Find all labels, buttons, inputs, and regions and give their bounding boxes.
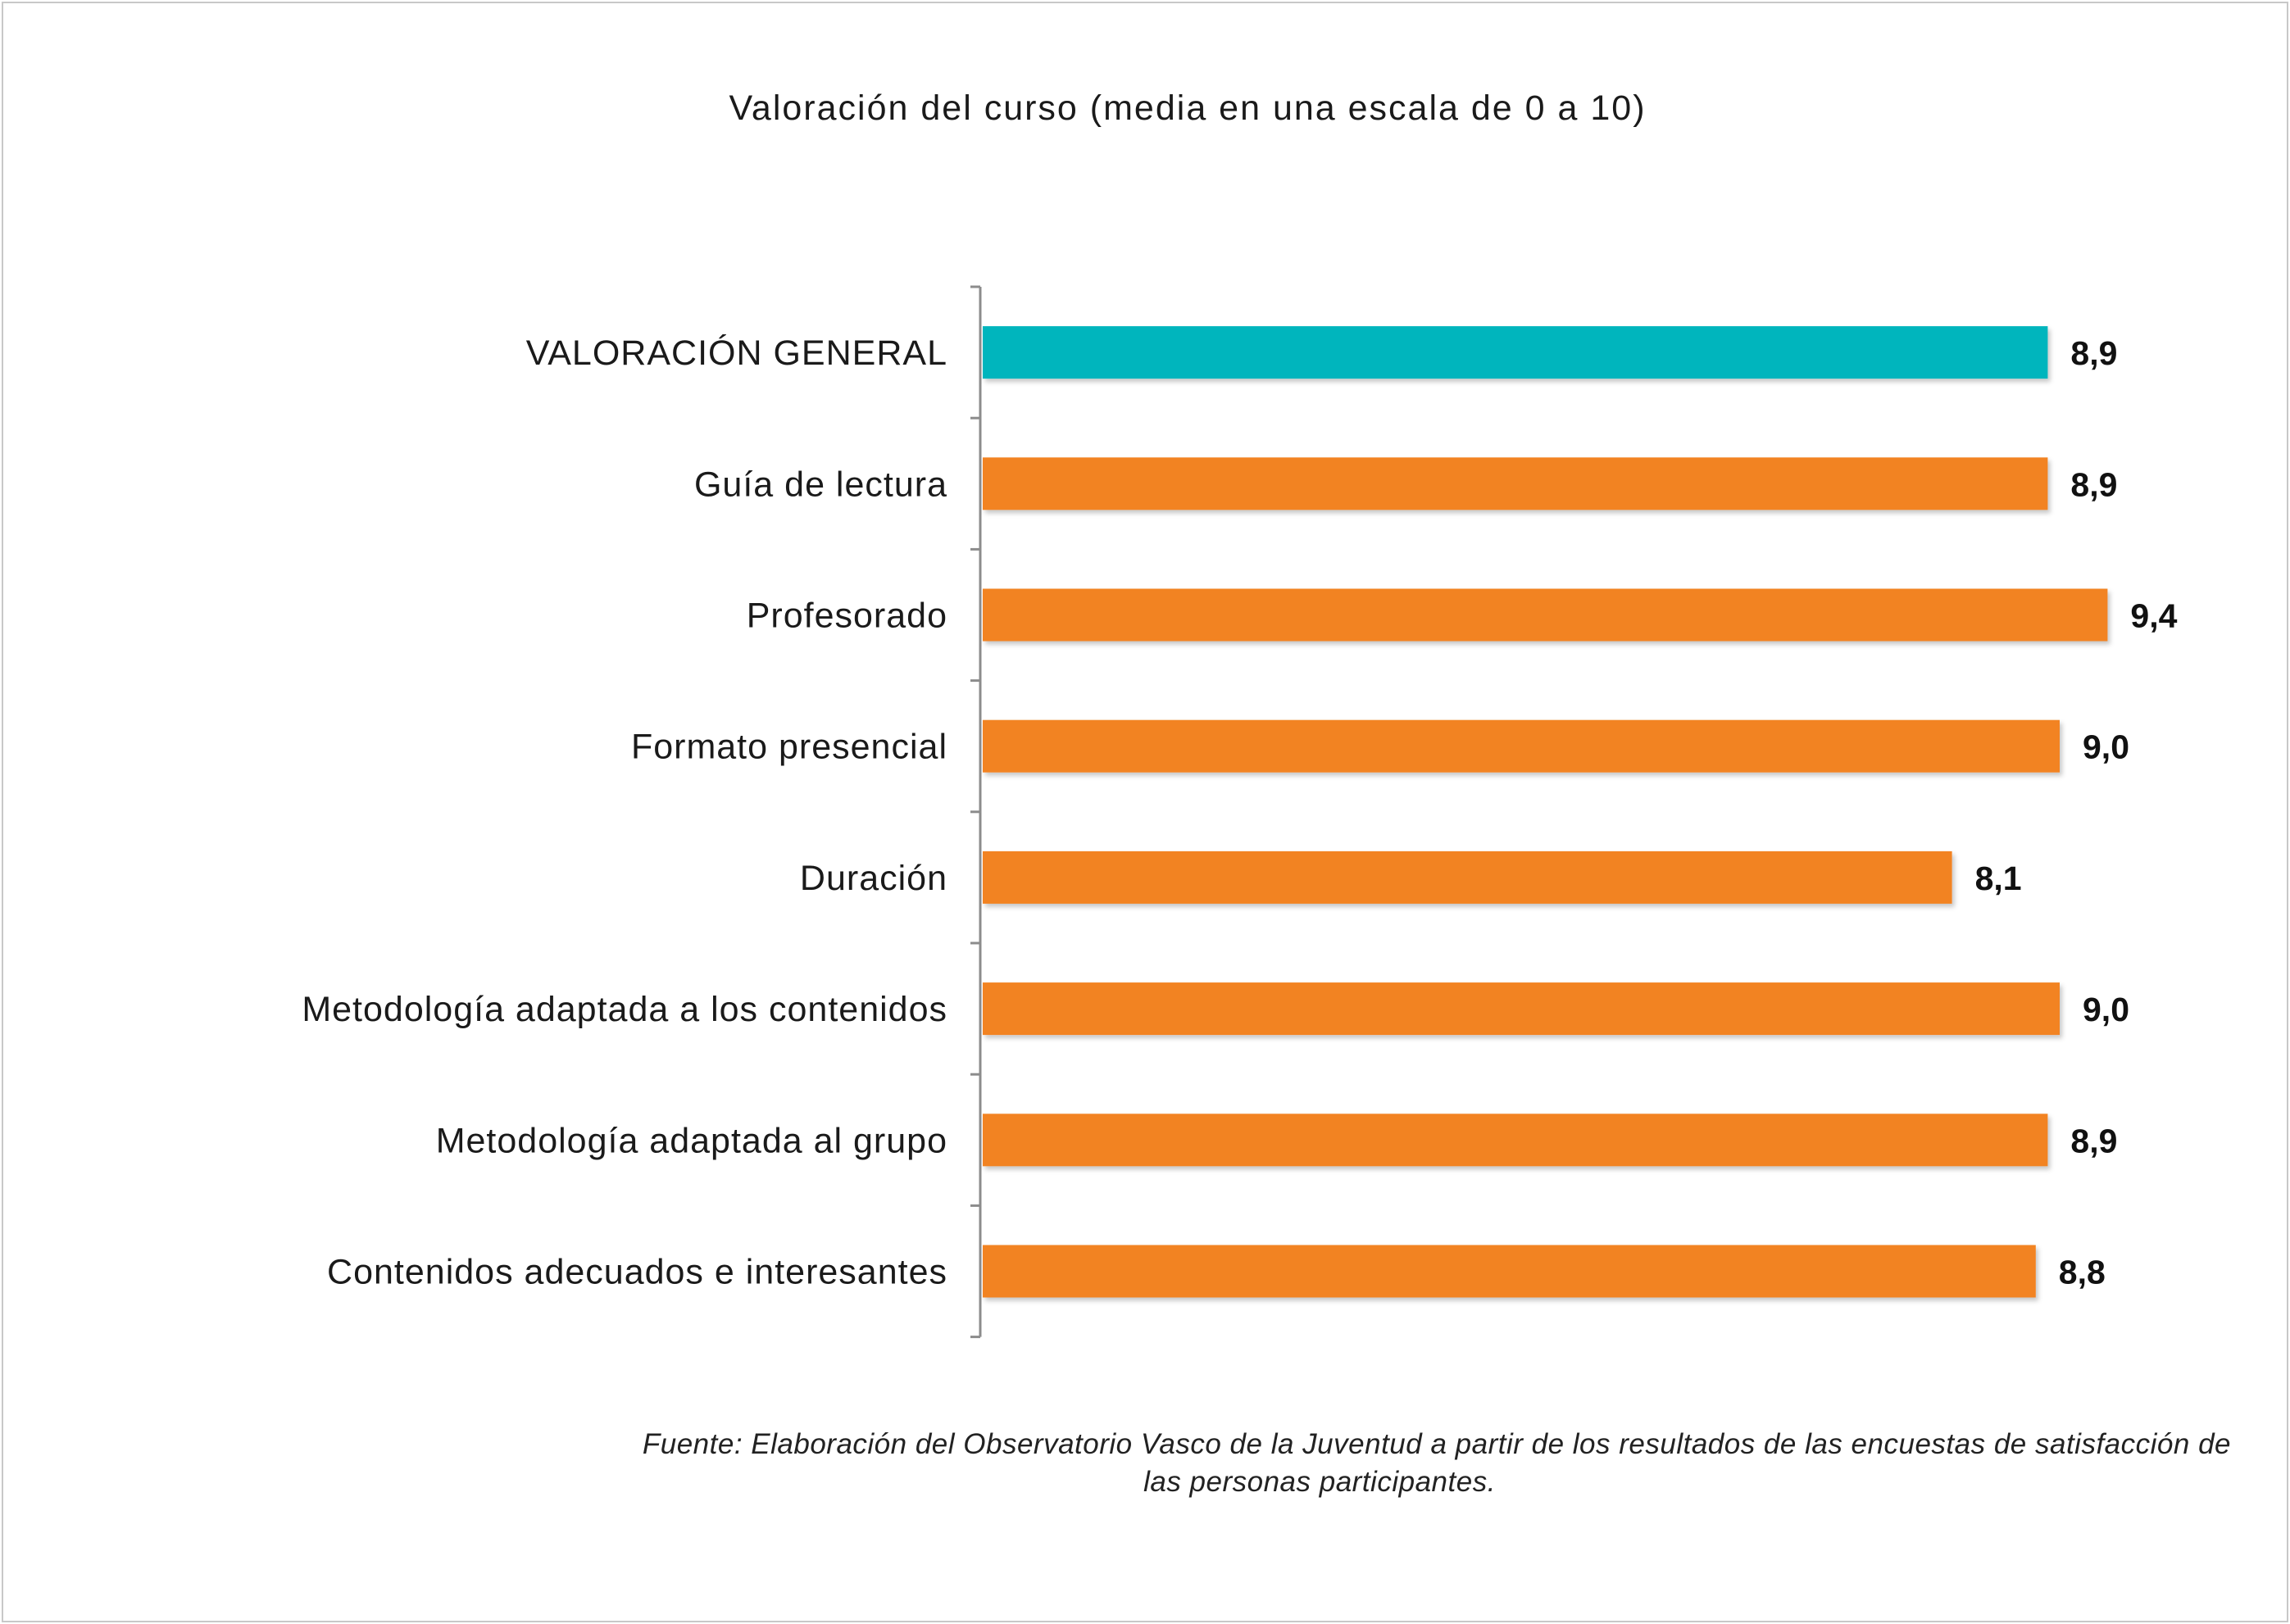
bar-1 xyxy=(983,457,2048,510)
value-label-2: 9,4 xyxy=(2130,597,2177,635)
bars xyxy=(983,326,2108,1298)
value-label-4: 8,1 xyxy=(1975,860,2022,897)
value-label-6: 8,9 xyxy=(2070,1122,2117,1159)
chart-title: Valoración del curso (media en una escal… xyxy=(729,88,1646,128)
value-labels: 8,9 8,9 9,4 9,0 8,1 9,0 8,9 8,8 xyxy=(1975,334,2178,1291)
category-label-7: Contenidos adecuados e interesantes xyxy=(327,1253,947,1292)
bar-7 xyxy=(983,1245,2036,1298)
bar-0 xyxy=(983,326,2048,379)
category-label-0: VALORACIÓN GENERAL xyxy=(526,333,947,373)
bar-4 xyxy=(983,851,1952,904)
bar-5 xyxy=(983,982,2060,1036)
value-label-3: 9,0 xyxy=(2083,728,2129,766)
value-label-7: 8,8 xyxy=(2059,1254,2106,1291)
bar-6 xyxy=(983,1114,2048,1167)
bar-3 xyxy=(983,719,2060,773)
category-label-3: Formato presencial xyxy=(631,728,947,767)
category-labels: VALORACIÓN GENERAL Guía de lectura Profeso… xyxy=(302,333,947,1291)
y-axis xyxy=(970,285,982,1339)
value-label-5: 9,0 xyxy=(2083,991,2129,1028)
value-label-1: 8,9 xyxy=(2070,465,2117,503)
category-label-6: Metodología adaptada al grupo xyxy=(436,1121,947,1160)
value-label-0: 8,9 xyxy=(2070,334,2117,372)
category-label-4: Duración xyxy=(800,859,947,898)
bar-2 xyxy=(983,588,2108,642)
category-label-1: Guía de lectura xyxy=(694,465,947,504)
source-note-line-1: Fuente: Elaboración del Observatorio Vas… xyxy=(643,1428,2231,1460)
bar-chart: Valoración del curso (media en una escal… xyxy=(302,88,2231,1498)
category-label-5: Metodología adaptada a los contenidos xyxy=(302,990,947,1029)
source-note-line-2: las personas participantes. xyxy=(1143,1466,1496,1498)
category-label-2: Profesorado xyxy=(747,597,947,636)
